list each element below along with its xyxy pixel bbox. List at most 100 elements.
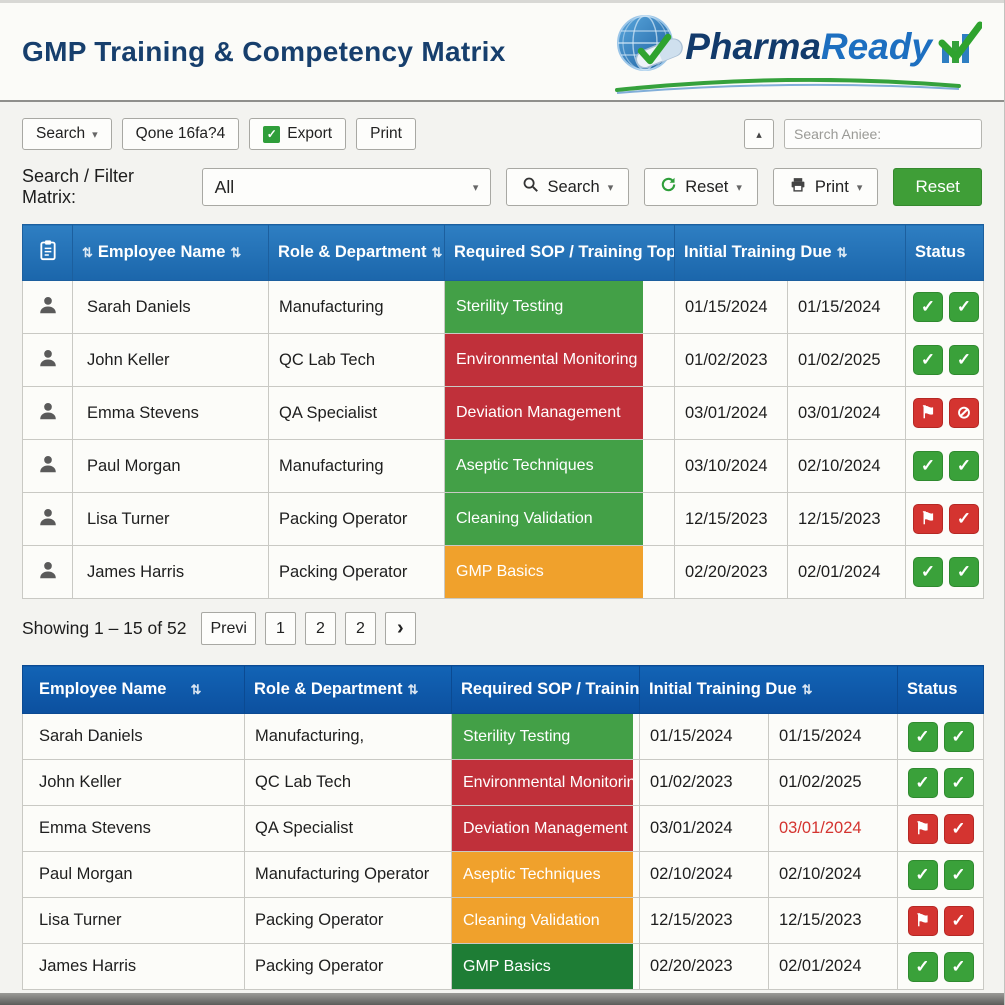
status-check-icon[interactable]: ✓ xyxy=(949,345,980,375)
initial-due-cell: 01/02/2023 xyxy=(674,333,788,387)
table-row: James Harris Packing Operator GMP Basics… xyxy=(22,545,985,599)
status-check-icon[interactable]: ✓ xyxy=(943,813,974,844)
status-check-icon[interactable]: ✓ xyxy=(907,721,938,752)
completed-date-cell: 02/01/2024 xyxy=(767,943,899,990)
column-header-label: Required SOP / Training Topic xyxy=(454,243,675,261)
sort-icon: ⇅ xyxy=(230,245,242,260)
topic-cell: Sterility Testing xyxy=(444,280,675,334)
print-dropdown-button[interactable]: Print ▾ xyxy=(772,168,879,206)
topic-badge: Aseptic Techniques xyxy=(445,440,643,492)
completed-date-cell: 01/15/2024 xyxy=(767,713,899,760)
scroll-up-button[interactable]: ▴ xyxy=(744,119,774,149)
pagination: Showing 1 – 15 of 52 Previ 1 2 2 › xyxy=(0,599,1004,657)
initial-due-cell: 03/01/2024 xyxy=(674,386,788,440)
status-check-icon[interactable]: ✓ xyxy=(949,451,980,481)
employee-name-cell: Sarah Daniels xyxy=(72,280,269,334)
status-check-icon[interactable]: ✓ xyxy=(943,721,974,752)
next-page-button[interactable]: › xyxy=(384,612,416,645)
person-cell xyxy=(22,439,73,493)
chevron-down-icon: ▾ xyxy=(736,181,742,194)
page-button-2[interactable]: 2 xyxy=(304,612,336,645)
chevron-down-icon: ▾ xyxy=(607,181,614,194)
status-check-icon[interactable]: ✓ xyxy=(913,345,944,375)
column-header-status[interactable]: Status xyxy=(905,224,985,281)
topic-cell: Deviation Management xyxy=(444,386,675,440)
reset-dropdown-button[interactable]: Reset ▾ xyxy=(644,168,758,206)
status-check-icon[interactable]: ✓ xyxy=(907,859,938,890)
column-header-topic[interactable]: Required SOP / Training Topic xyxy=(451,665,640,714)
status-flag-icon[interactable]: ⚑ xyxy=(913,504,944,534)
status-flag-icon[interactable]: ⚑ xyxy=(907,905,938,936)
status-check-icon[interactable]: ✓ xyxy=(949,292,980,322)
initial-due-cell: 03/01/2024 xyxy=(639,805,769,852)
column-header-select[interactable] xyxy=(22,224,73,281)
search-dropdown-button[interactable]: Search ▾ xyxy=(506,168,630,206)
employee-name-cell: Lisa Turner xyxy=(72,492,269,546)
sort-icon: ⇅ xyxy=(801,682,813,697)
export-button[interactable]: ✓ Export xyxy=(249,118,347,150)
employee-name-cell: Lisa Turner xyxy=(22,897,245,944)
column-header-due[interactable]: Initial Training Due ⇅ xyxy=(673,224,907,281)
column-header-topic[interactable]: Required SOP / Training Topic xyxy=(444,224,675,281)
column-header-due[interactable]: Initial Training Due ⇅ xyxy=(638,665,899,714)
initial-due-cell: 03/10/2024 xyxy=(674,439,788,493)
status-check-icon[interactable]: ✓ xyxy=(943,859,974,890)
role-cell: Manufacturing Operator xyxy=(244,851,452,898)
search-dropdown-label: Search xyxy=(547,177,600,196)
status-check-icon[interactable]: ✓ xyxy=(913,557,944,587)
status-check-icon[interactable]: ✓ xyxy=(943,767,974,798)
status-check-icon[interactable]: ✓ xyxy=(913,451,944,481)
status-cell: ✓ ✓ xyxy=(897,759,985,806)
status-flag-icon[interactable]: ⚑ xyxy=(907,813,938,844)
column-header-role[interactable]: Role & Department ⇅ xyxy=(268,224,445,281)
prev-page-button[interactable]: Previ xyxy=(201,612,256,645)
page-button-3[interactable]: 2 xyxy=(344,612,376,645)
status-cell: ✓ ✓ xyxy=(905,545,985,599)
table-row: James Harris Packing Operator GMP Basics… xyxy=(22,943,985,990)
topic-badge: Aseptic Techniques xyxy=(452,852,633,897)
search-menu-button[interactable]: Search ▾ xyxy=(22,118,112,150)
column-header-employee[interactable]: Employee Name ⇅ xyxy=(22,665,245,714)
table-row: Lisa Turner Packing Operator Cleaning Va… xyxy=(22,897,985,944)
filter-select[interactable]: All ▾ xyxy=(201,168,492,206)
role-cell: QA Specialist xyxy=(268,386,445,440)
column-header-label: Role & Department xyxy=(278,243,427,261)
status-blocked-icon[interactable]: ⊘ xyxy=(949,398,980,428)
completed-date-cell: 02/10/2024 xyxy=(786,439,907,493)
logo-text: PharmaReady xyxy=(685,25,932,67)
person-icon xyxy=(39,455,56,472)
person-icon xyxy=(39,561,56,578)
topic-cell: Aseptic Techniques xyxy=(444,439,675,493)
status-check-icon[interactable]: ✓ xyxy=(949,504,980,534)
filter-bar: Search / Filter Matrix: All ▾ Search ▾ R… xyxy=(0,158,1004,224)
status-check-icon[interactable]: ✓ xyxy=(907,951,938,982)
print-toolbar-button[interactable]: Print xyxy=(356,118,416,150)
table-row: John Keller QC Lab Tech Environmental Mo… xyxy=(22,333,985,387)
page-title: GMP Training & Competency Matrix xyxy=(22,35,506,67)
sort-icon: ⇅ xyxy=(190,682,202,697)
completed-date-cell: 01/15/2024 xyxy=(786,280,907,334)
table-row: Lisa Turner Packing Operator Cleaning Va… xyxy=(22,492,985,546)
qone-button[interactable]: Qone 16fa?4 xyxy=(121,118,240,150)
column-header-role[interactable]: Role & Department ⇅ xyxy=(244,665,452,714)
topic-badge: Environmental Monitoring xyxy=(452,760,633,805)
clipboard-icon xyxy=(38,240,58,265)
status-check-icon[interactable]: ✓ xyxy=(949,557,980,587)
status-check-icon[interactable]: ✓ xyxy=(907,767,938,798)
reset-button[interactable]: Reset xyxy=(893,168,982,206)
status-check-icon[interactable]: ✓ xyxy=(913,292,944,322)
table-header-row: Employee Name ⇅ Role & Department ⇅ Requir… xyxy=(22,665,985,714)
print-dropdown-label: Print xyxy=(814,177,849,196)
table-row: John Keller QC Lab Tech Environmental Mo… xyxy=(22,759,985,806)
status-check-icon[interactable]: ✓ xyxy=(943,951,974,982)
status-flag-icon[interactable]: ⚑ xyxy=(913,398,944,428)
role-cell: Packing Operator xyxy=(244,943,452,990)
column-header-label: Status xyxy=(907,680,958,698)
column-header-status[interactable]: Status xyxy=(897,665,985,714)
role-cell: QC Lab Tech xyxy=(244,759,452,806)
sort-icon: ⇅ xyxy=(836,245,848,260)
column-header-employee[interactable]: ⇅ Employee Name ⇅ xyxy=(72,224,269,281)
status-check-icon[interactable]: ✓ xyxy=(943,905,974,936)
search-input[interactable] xyxy=(784,119,982,149)
page-button-1[interactable]: 1 xyxy=(264,612,296,645)
